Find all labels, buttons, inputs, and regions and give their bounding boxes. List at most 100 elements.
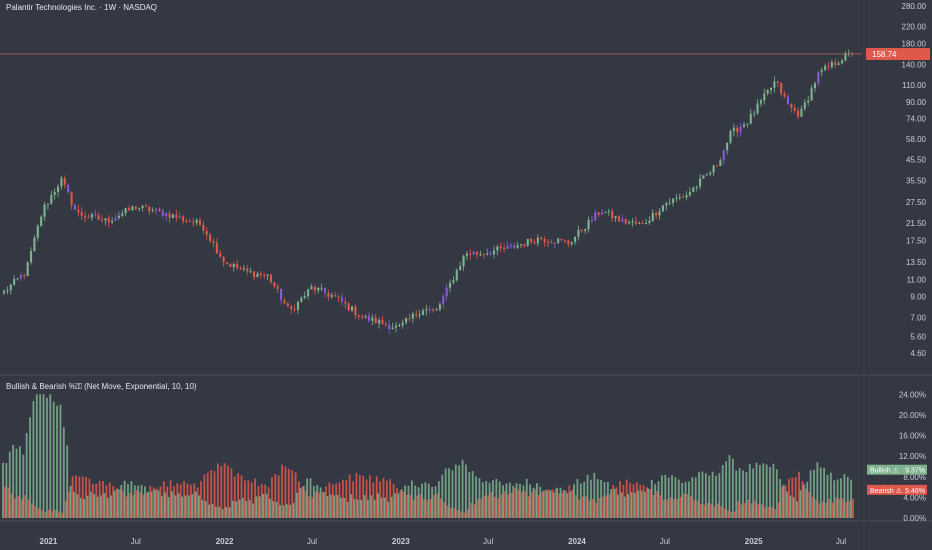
candle (617, 216, 621, 222)
candle (844, 53, 847, 61)
bearish-bar (206, 472, 209, 518)
bullish-bar (194, 491, 197, 518)
bearish-bar (541, 491, 544, 518)
candle (57, 186, 60, 192)
bearish-bar (230, 468, 233, 518)
candle (313, 286, 316, 291)
bullish-bar (35, 394, 38, 518)
bullish-bar (556, 487, 559, 518)
bullish-bar (701, 471, 704, 518)
bearish-bar (652, 494, 655, 518)
bullish-bar (285, 504, 288, 518)
bullish-bar (532, 487, 535, 518)
bearish-bar (196, 487, 199, 518)
candle (435, 309, 438, 311)
candle (817, 71, 820, 84)
bearish-bar (494, 496, 496, 518)
candle (60, 178, 63, 187)
bearish-bar (220, 466, 223, 518)
bearish-bar (44, 511, 47, 518)
bullish-bar (434, 486, 437, 518)
candle (597, 212, 600, 215)
bullish-bar (242, 498, 244, 518)
candle (421, 310, 425, 315)
bullish-bar (336, 494, 339, 518)
candle (40, 216, 43, 227)
bullish-bar (187, 495, 190, 518)
candle (246, 268, 249, 272)
bearish-bar (733, 511, 736, 518)
candle (205, 230, 208, 235)
candle (574, 236, 577, 242)
candle (13, 279, 16, 285)
bearish-bar (156, 488, 158, 518)
bullish-bar (414, 485, 417, 518)
bullish-bar (8, 451, 11, 518)
candle (570, 241, 573, 244)
bearish-bar (406, 494, 409, 518)
bullish-bar (481, 482, 484, 518)
candle (229, 263, 232, 268)
bullish-bar (130, 481, 133, 518)
bullish-bar (539, 486, 542, 518)
bullish-bar (231, 500, 234, 518)
bearish-bar (771, 506, 773, 518)
bearish-bar (98, 480, 101, 518)
candle (330, 295, 333, 297)
bullish-bar (400, 489, 403, 518)
candle (378, 319, 381, 324)
bullish-bar (826, 474, 829, 518)
bearish-bar (615, 487, 618, 518)
bullish-bar (319, 487, 322, 518)
bearish-bar (71, 476, 74, 518)
candle (769, 87, 773, 91)
bullish-bar (606, 481, 609, 518)
bullish-bar (164, 492, 167, 518)
bullish-bar (802, 484, 805, 518)
candle (391, 327, 394, 330)
bearish-bar (372, 482, 375, 518)
bearish-bar (473, 504, 476, 518)
bearish-bar (108, 482, 111, 518)
candle (280, 288, 283, 301)
bullish-bar (721, 464, 724, 518)
bullish-bar (512, 485, 515, 518)
candle (503, 248, 506, 250)
candle (43, 204, 46, 217)
bullish-bar (657, 481, 660, 518)
candle (236, 264, 239, 269)
bearish-bar (51, 511, 54, 518)
bullish-bar (214, 506, 217, 518)
candle (327, 292, 330, 297)
candle (628, 222, 631, 224)
bearish-bar (409, 494, 412, 518)
candle (756, 103, 759, 114)
candle (317, 287, 320, 291)
bullish-bar (363, 495, 366, 518)
bullish-bar (667, 477, 670, 518)
bullish-bar (22, 454, 25, 518)
candle (465, 253, 468, 256)
bearish-bar (646, 487, 648, 518)
bearish-bar (142, 494, 145, 518)
indicator-axis-tick: 4.00% (903, 493, 926, 502)
bearish-bar (392, 483, 395, 518)
candle (641, 222, 644, 224)
bearish-bar (352, 481, 354, 518)
candle (269, 274, 272, 283)
bearish-bar (257, 485, 260, 518)
bullish-bar (586, 474, 589, 518)
candle (678, 196, 681, 198)
chart-title: Palantir Technologies Inc. · 1W · NASDAQ (6, 3, 158, 12)
candle (675, 197, 678, 199)
bearish-bar (54, 509, 57, 518)
candle (276, 286, 279, 289)
candle (273, 282, 276, 287)
candle (553, 242, 556, 244)
bearish-bar (757, 504, 760, 518)
bearish-bar (571, 489, 574, 518)
bearish-bar (642, 485, 645, 518)
bearish-bar (794, 477, 797, 518)
